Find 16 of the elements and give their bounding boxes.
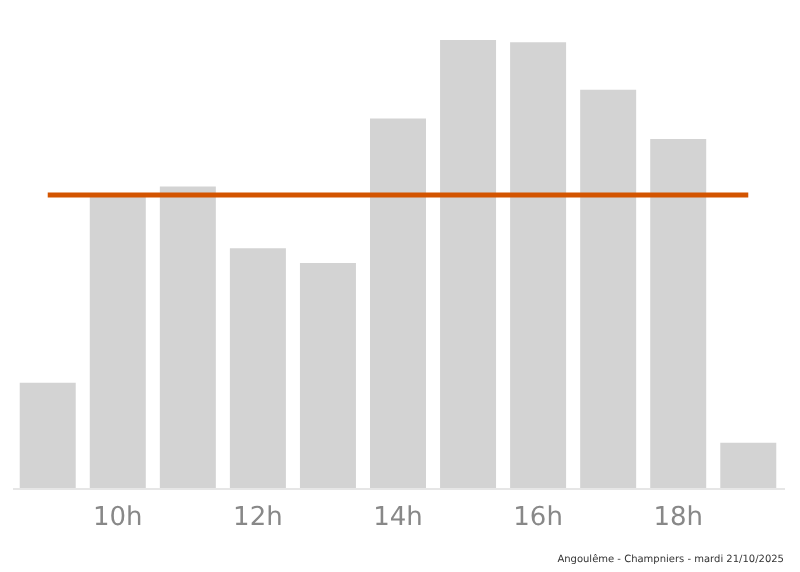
bar <box>580 89 637 488</box>
bar <box>650 139 707 488</box>
bar <box>370 118 426 488</box>
bar <box>89 195 146 488</box>
bar <box>229 248 286 488</box>
x-tick-label: 12h <box>233 503 283 533</box>
bar <box>299 263 356 488</box>
bar <box>720 442 777 488</box>
bar <box>159 186 216 488</box>
bar <box>510 42 567 488</box>
x-tick-label: 16h <box>513 503 563 533</box>
bar <box>19 382 76 488</box>
x-tick-label: 18h <box>653 503 703 533</box>
x-tick-label: 10h <box>93 503 143 533</box>
x-tick-label: 14h <box>373 503 423 533</box>
bar <box>440 40 497 488</box>
